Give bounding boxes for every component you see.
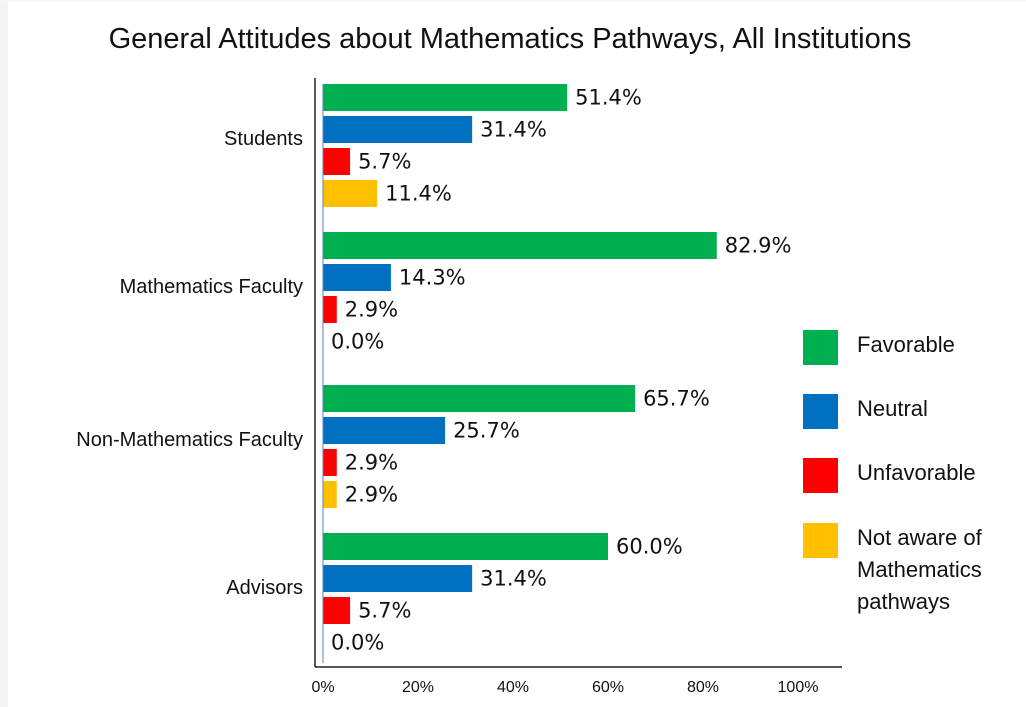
bar-students-neutral [323,116,473,143]
data-label-non-mathematics-faculty-favorable: 65.7% [643,387,710,411]
data-label-advisors-unfavorable: 5.7% [358,599,411,623]
bar-advisors-unfavorable [323,597,351,624]
axes: 0% 20% 40% 60% 80% 100% [311,78,842,696]
bar-students-not-aware-of-mathematics-pathways [323,180,378,207]
x-tick-label: 100% [778,679,819,696]
legend-swatch-unfavorable [803,458,838,493]
legend-swatch-favorable [803,330,838,365]
data-label-mathematics-faculty-neutral: 14.3% [399,266,466,290]
bar-non-mathematics-faculty-neutral [323,417,446,444]
bar-mathematics-faculty-neutral [323,264,391,291]
data-label-non-mathematics-faculty-neutral: 25.7% [453,419,520,443]
x-tick-label: 60% [592,679,624,696]
data-label-mathematics-faculty-favorable: 82.9% [725,234,792,258]
x-tick-label: 20% [402,679,434,696]
data-label-mathematics-faculty-not-aware-of-mathematics-pathways: 0.0% [331,330,384,354]
bar-non-mathematics-faculty-favorable [323,385,636,412]
category-labels: Students Mathematics Faculty Non-Mathemati… [76,128,303,599]
legend-label-not-aware-of-mathematics-pathways: Not aware of [857,525,983,550]
data-label-advisors-favorable: 60.0% [616,535,683,559]
data-label-advisors-not-aware-of-mathematics-pathways: 0.0% [331,631,384,655]
bar-advisors-favorable [323,533,608,560]
bar-non-mathematics-faculty-unfavorable [323,449,337,476]
data-label-non-mathematics-faculty-unfavorable: 2.9% [345,451,398,475]
data-label-students-neutral: 31.4% [480,118,547,142]
data-label-students-favorable: 51.4% [575,86,642,110]
legend-swatch-not-aware-of-mathematics-pathways [803,523,838,558]
category-label-non-mathematics-faculty: Non-Mathematics Faculty [76,429,303,451]
x-tick-label: 40% [497,679,529,696]
data-label-non-mathematics-faculty-not-aware-of-mathematics-pathways: 2.9% [345,483,398,507]
legend-label-favorable: Favorable [857,332,955,357]
bar-non-mathematics-faculty-not-aware-of-mathematics-pathways [323,481,337,508]
legend-label-neutral: Neutral [857,396,928,421]
legend: Favorable Neutral Unfavorable Not aware of M… [803,330,983,614]
bar-students-favorable [323,84,568,111]
category-label-mathematics-faculty: Mathematics Faculty [120,276,303,298]
legend-label-unfavorable: Unfavorable [857,460,976,485]
category-label-students: Students [224,128,303,150]
x-tick-label: 80% [687,679,719,696]
legend-label-not-aware-of-mathematics-pathways: Mathematics [857,557,982,582]
category-label-advisors: Advisors [226,577,303,599]
bar-students-unfavorable [323,148,351,175]
bar-mathematics-faculty-favorable [323,232,717,259]
data-label-mathematics-faculty-unfavorable: 2.9% [345,298,398,322]
bar-area: 51.4%31.4%5.7%11.4%82.9%14.3%2.9%0.0%65.… [323,84,791,655]
bar-advisors-neutral [323,565,473,592]
legend-swatch-neutral [803,394,838,429]
chart-title: General Attitudes about Mathematics Path… [109,23,912,55]
bar-mathematics-faculty-unfavorable [323,296,337,323]
legend-label-not-aware-of-mathematics-pathways: pathways [857,589,950,614]
data-label-students-unfavorable: 5.7% [358,150,411,174]
x-tick-label: 0% [311,679,334,696]
data-label-students-not-aware-of-mathematics-pathways: 11.4% [385,182,452,206]
data-label-advisors-neutral: 31.4% [480,567,547,591]
